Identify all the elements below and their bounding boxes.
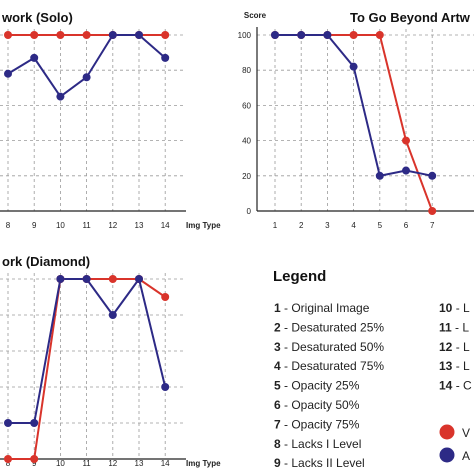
chart-panel-1: 8 9 10 11 12 13 14 Img Type work (Solo) xyxy=(0,10,221,230)
legend-item: 11 - L xyxy=(439,320,469,334)
data-point-series-1 xyxy=(30,31,39,39)
legend-item: 9 - Lacks II Level xyxy=(274,456,365,470)
legend-item: 13 - L xyxy=(439,359,470,373)
legend-item: 7 - Opacity 75% xyxy=(274,417,360,431)
chart-title: work (Solo) xyxy=(1,10,73,25)
chart-panel-2: 1 2 3 4 5 6 7 0 20 40 60 80 100 Score To Go Beyond Art… xyxy=(238,10,474,230)
data-point-series-1 xyxy=(30,455,39,463)
legend-item: 1 - Original Image xyxy=(274,301,370,315)
data-point-series-2 xyxy=(108,31,117,39)
data-point-series-2 xyxy=(271,31,279,39)
data-point-series-1 xyxy=(108,275,117,283)
data-point-series-2 xyxy=(56,275,65,283)
y-tick-label: 100 xyxy=(238,31,252,40)
legend-item: 14 - C xyxy=(439,379,472,393)
data-point-series-1 xyxy=(375,31,384,39)
x-tick-label: 3 xyxy=(325,221,330,230)
y-tick-label: 80 xyxy=(242,66,251,75)
x-tick-label: 8 xyxy=(6,459,11,468)
y-tick-label: 60 xyxy=(242,101,251,110)
data-point-series-1 xyxy=(82,31,91,39)
legend-item: 8 - Lacks I Level xyxy=(274,437,361,451)
x-tick-label: 9 xyxy=(32,459,37,468)
x-tick-label: 2 xyxy=(299,221,304,230)
x-tick-label: 14 xyxy=(161,221,170,230)
legend-item: 12 - L xyxy=(439,340,470,354)
data-point-series-2 xyxy=(30,53,39,62)
x-tick-label: 13 xyxy=(135,221,144,230)
data-point-series-2 xyxy=(4,69,12,78)
data-point-series-2 xyxy=(135,275,143,283)
data-point-series-1 xyxy=(428,207,437,215)
chart-title: ork (Diamond) xyxy=(2,254,90,269)
y-tick-label: 40 xyxy=(242,137,251,146)
chart-panel-3: 8 9 10 11 12 13 14 Img Type ork (Diamond) xyxy=(0,254,221,468)
data-point-series-1 xyxy=(349,31,358,39)
data-point-series-1 xyxy=(4,455,12,463)
chart-title: To Go Beyond Artw xyxy=(350,10,471,25)
legend-key-marker xyxy=(439,424,455,440)
x-tick-label: 1 xyxy=(273,221,278,230)
data-point-series-2 xyxy=(135,31,143,39)
data-point-series-1 xyxy=(161,293,170,301)
x-tick-label: 14 xyxy=(161,459,170,468)
x-tick-label: 11 xyxy=(82,459,91,468)
data-point-series-1 xyxy=(4,31,12,39)
data-point-series-2 xyxy=(402,166,410,175)
x-tick-label: 10 xyxy=(56,221,65,230)
x-tick-label: 11 xyxy=(82,221,91,230)
data-point-series-2 xyxy=(4,419,12,427)
data-point-series-2 xyxy=(323,31,332,39)
x-tick-label: 13 xyxy=(135,459,144,468)
legend-item: 3 - Desaturated 50% xyxy=(274,340,384,354)
x-tick-label: 9 xyxy=(32,221,37,230)
data-point-series-2 xyxy=(56,92,65,101)
data-point-series-2 xyxy=(297,31,306,39)
y-tick-label: 0 xyxy=(247,207,252,216)
legend-item: 10 - L xyxy=(439,301,470,315)
x-tick-label: 12 xyxy=(108,221,117,230)
y-tick-label: 20 xyxy=(242,172,251,181)
legend: Legend 1 - Original Image 2 - Desaturated … xyxy=(273,268,472,470)
legend-title: Legend xyxy=(273,268,326,285)
data-point-series-2 xyxy=(161,53,170,62)
x-tick-label: 10 xyxy=(56,459,65,468)
legend-item: 2 - Desaturated 25% xyxy=(274,320,384,334)
legend-item: 6 - Opacity 50% xyxy=(274,398,360,412)
x-tick-label: 6 xyxy=(404,221,409,230)
legend-key-marker xyxy=(439,447,455,463)
data-point-series-2 xyxy=(82,275,91,283)
data-point-series-2 xyxy=(108,311,117,319)
data-point-series-2 xyxy=(349,62,358,71)
x-tick-label: 7 xyxy=(430,221,435,230)
x-axis-label: Img Type xyxy=(186,459,221,468)
x-axis-label: Img Type xyxy=(186,221,221,230)
data-point-series-1 xyxy=(56,31,65,39)
data-point-series-1 xyxy=(402,136,410,145)
data-point-series-2 xyxy=(161,383,170,391)
x-tick-label: 4 xyxy=(351,221,356,230)
x-tick-label: 5 xyxy=(378,221,383,230)
x-tick-label: 8 xyxy=(6,221,11,230)
y-axis-label: Score xyxy=(244,11,267,20)
data-point-series-1 xyxy=(161,31,170,39)
legend-key-label: V xyxy=(462,426,470,440)
legend-item: 4 - Desaturated 75% xyxy=(274,359,384,373)
data-point-series-2 xyxy=(82,73,91,82)
data-point-series-2 xyxy=(375,171,384,180)
legend-item: 5 - Opacity 25% xyxy=(274,379,360,393)
data-point-series-2 xyxy=(428,171,437,180)
x-tick-label: 12 xyxy=(108,459,117,468)
data-point-series-2 xyxy=(30,419,39,427)
legend-key-label: A xyxy=(462,449,470,463)
